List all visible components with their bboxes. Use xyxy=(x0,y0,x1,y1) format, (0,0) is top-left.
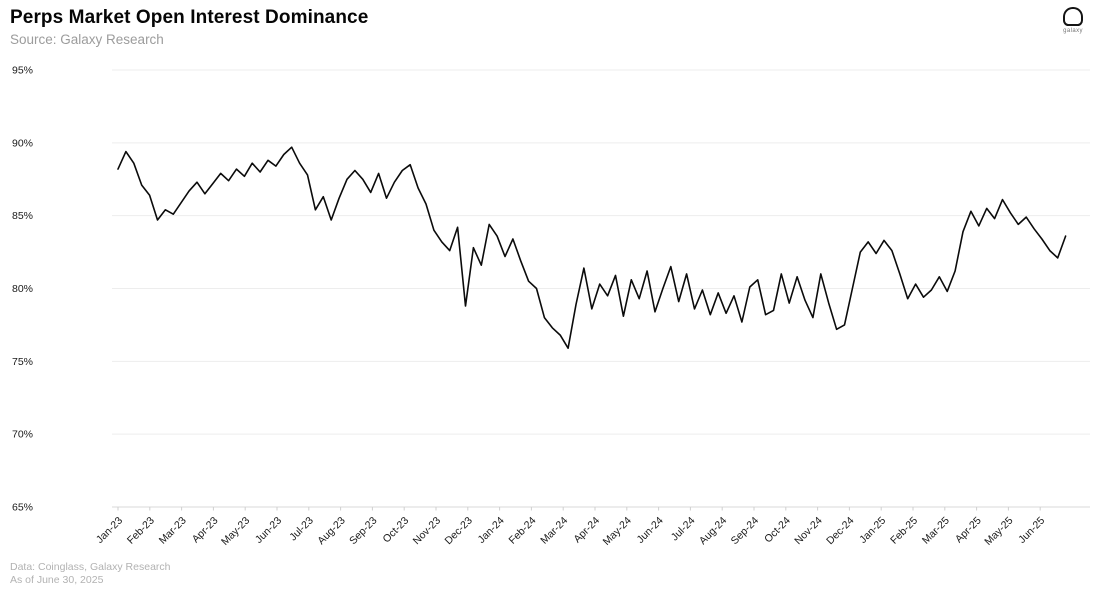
x-axis-tick-label: Feb-23 xyxy=(125,515,157,547)
x-axis-tick-label: Jan-25 xyxy=(857,515,888,546)
x-axis-tick-label: Apr-24 xyxy=(571,515,602,546)
x-axis-tick-label: Nov-23 xyxy=(411,515,444,548)
x-axis-ticks xyxy=(117,507,1041,511)
chart-footer: Data: Coinglass, Galaxy Research As of J… xyxy=(10,561,171,587)
x-axis-tick-label: Feb-25 xyxy=(888,515,920,547)
x-axis-tick-label: Apr-23 xyxy=(190,515,221,546)
y-axis-tick-label: 75% xyxy=(12,356,33,368)
x-axis-tick-label: Apr-25 xyxy=(953,515,984,546)
x-axis-tick-label: Jun-23 xyxy=(253,515,284,546)
source-subtitle: Source: Galaxy Research xyxy=(10,32,164,47)
y-axis-tick-label: 95% xyxy=(12,65,33,77)
galaxy-logo: galaxy xyxy=(1058,7,1088,34)
x-axis-tick-label: Sep-23 xyxy=(347,515,380,548)
footer-as-of-date: As of June 30, 2025 xyxy=(10,574,104,586)
y-axis-tick-label: 65% xyxy=(12,502,33,514)
dominance-series-line xyxy=(117,146,1067,350)
x-axis-tick-label: Mar-23 xyxy=(157,515,189,547)
y-axis-tick-label: 70% xyxy=(12,429,33,441)
x-axis-tick-label: Aug-24 xyxy=(697,515,730,548)
x-axis-tick-label: Oct-24 xyxy=(762,515,793,546)
x-axis-tick-label: Mar-24 xyxy=(538,515,570,547)
x-axis-tick-label: Oct-23 xyxy=(381,515,412,546)
chart-header: Perps Market Open Interest Dominance Sou… xyxy=(10,6,368,47)
x-axis-tick-label: Jun-24 xyxy=(635,515,666,546)
page-title: Perps Market Open Interest Dominance xyxy=(10,7,369,28)
x-axis-tick-label: Dec-23 xyxy=(442,515,475,548)
x-axis-tick-label: Feb-24 xyxy=(507,515,539,547)
footer-data-source: Data: Coinglass, Galaxy Research xyxy=(10,561,171,573)
y-axis-tick-label: 80% xyxy=(12,283,33,295)
x-axis-tick-label: Jan-23 xyxy=(94,515,125,546)
galaxy-logo-icon xyxy=(1063,7,1083,26)
x-axis-tick-label: Mar-25 xyxy=(920,515,952,547)
x-axis-tick-label: Jan-24 xyxy=(476,515,507,546)
x-axis-tick-label: Nov-24 xyxy=(792,515,825,548)
y-axis-tick-label: 85% xyxy=(12,210,33,222)
x-axis-tick-label: Aug-23 xyxy=(315,515,348,548)
y-axis-labels: 95% 90% 85% 80% 75% 70% 65% xyxy=(12,65,33,514)
y-gridlines xyxy=(112,69,1090,508)
galaxy-logo-label: galaxy xyxy=(1063,28,1083,34)
x-axis-tick-label: Sep-24 xyxy=(729,515,762,548)
y-axis-tick-label: 90% xyxy=(12,137,33,149)
x-axis-tick-label: Dec-24 xyxy=(824,515,857,548)
x-axis-tick-label: May-23 xyxy=(219,515,252,548)
x-axis-tick-label: May-24 xyxy=(601,515,634,548)
x-axis-tick-label: Jul-24 xyxy=(669,515,698,544)
x-axis-tick-label: May-25 xyxy=(982,515,1015,548)
x-axis-tick-label: Jul-23 xyxy=(287,515,316,544)
x-axis-tick-label: Jun-25 xyxy=(1016,515,1047,546)
